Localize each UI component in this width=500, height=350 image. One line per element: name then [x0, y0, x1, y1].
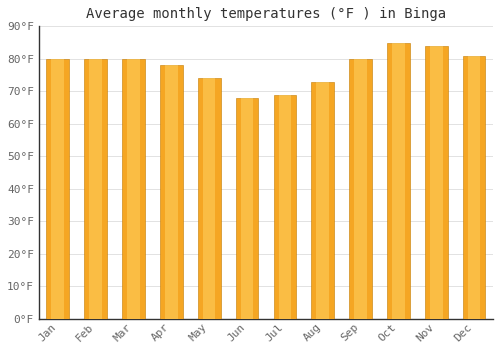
Bar — [463, 56, 485, 319]
Bar — [468, 56, 480, 319]
Bar — [90, 59, 102, 319]
Bar — [160, 65, 182, 319]
Bar — [425, 46, 448, 319]
Bar — [198, 78, 220, 319]
Title: Average monthly temperatures (°F ) in Binga: Average monthly temperatures (°F ) in Bi… — [86, 7, 446, 21]
Bar — [312, 82, 334, 319]
Bar — [354, 59, 367, 319]
Bar — [203, 78, 215, 319]
Bar — [165, 65, 177, 319]
Bar — [316, 82, 329, 319]
Bar — [387, 43, 410, 319]
Bar — [127, 59, 140, 319]
Bar — [52, 59, 64, 319]
Bar — [274, 94, 296, 319]
Bar — [392, 43, 404, 319]
Bar — [241, 98, 253, 319]
Bar — [84, 59, 107, 319]
Bar — [122, 59, 145, 319]
Bar — [46, 59, 69, 319]
Bar — [430, 46, 442, 319]
Bar — [236, 98, 258, 319]
Bar — [349, 59, 372, 319]
Bar — [278, 94, 291, 319]
